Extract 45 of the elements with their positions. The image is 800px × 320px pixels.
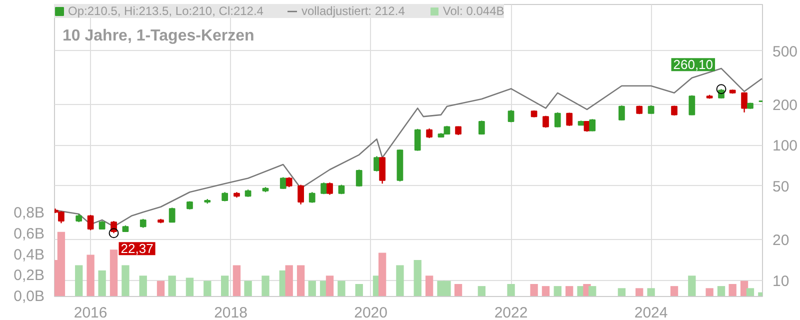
candlestick (426, 128, 432, 139)
legend-label: Op:210.5, Hi:213.5, Lo:210, Cl:212.4 (68, 4, 264, 18)
y2-tick-label: 0,8B (14, 204, 44, 222)
candlestick (280, 176, 286, 190)
candlestick (688, 94, 696, 116)
x-tick-label: 2020 (354, 304, 388, 320)
annotation: 22,37 (120, 241, 154, 256)
y2-tick-label: 0,2B (14, 267, 44, 284)
candlestick (87, 214, 94, 231)
candlestick (286, 176, 292, 188)
y-tick-label: 50 (772, 178, 790, 196)
candlestick (566, 112, 573, 127)
candlestick (508, 109, 514, 123)
y-tick-label: 20 (772, 232, 790, 250)
candlestick (741, 92, 748, 113)
candlestick (356, 169, 362, 188)
y-tick-label: 500 (772, 43, 798, 60)
y-tick-label: 200 (772, 97, 798, 114)
candlestick (110, 220, 117, 234)
x-tick-label: 2016 (74, 304, 108, 320)
text: 10 Jahre, 1-Tages-Kerzen (62, 28, 254, 44)
candlestick (326, 182, 333, 196)
candlestick (308, 192, 316, 204)
x-tick-label: 2018 (214, 304, 248, 320)
y2-tick-label: 0,4B (14, 246, 44, 264)
legend-label: volladjustiert: 212.4 (301, 4, 405, 18)
candlestick (414, 128, 421, 152)
y2-tick-label: 0,6B (14, 225, 44, 242)
candlestick (671, 105, 678, 116)
annotation: 260,10 (673, 57, 714, 72)
y-tick-label: 100 (772, 138, 798, 155)
candlestick (222, 192, 228, 202)
x-tick-label: 2022 (494, 304, 528, 320)
candlestick (379, 156, 386, 184)
candlestick (478, 120, 485, 136)
legend-label: Vol: 0.044B (442, 4, 504, 18)
x-tick-label: 2024 (634, 304, 668, 320)
candlestick (168, 207, 176, 224)
candlestick (618, 104, 625, 121)
candlestick (589, 118, 596, 132)
candlestick (298, 184, 304, 205)
candlestick (58, 210, 64, 224)
y2-tick-label: 0,0B (14, 288, 44, 305)
candlestick (554, 112, 561, 128)
y-tick-label: 10 (772, 272, 790, 290)
